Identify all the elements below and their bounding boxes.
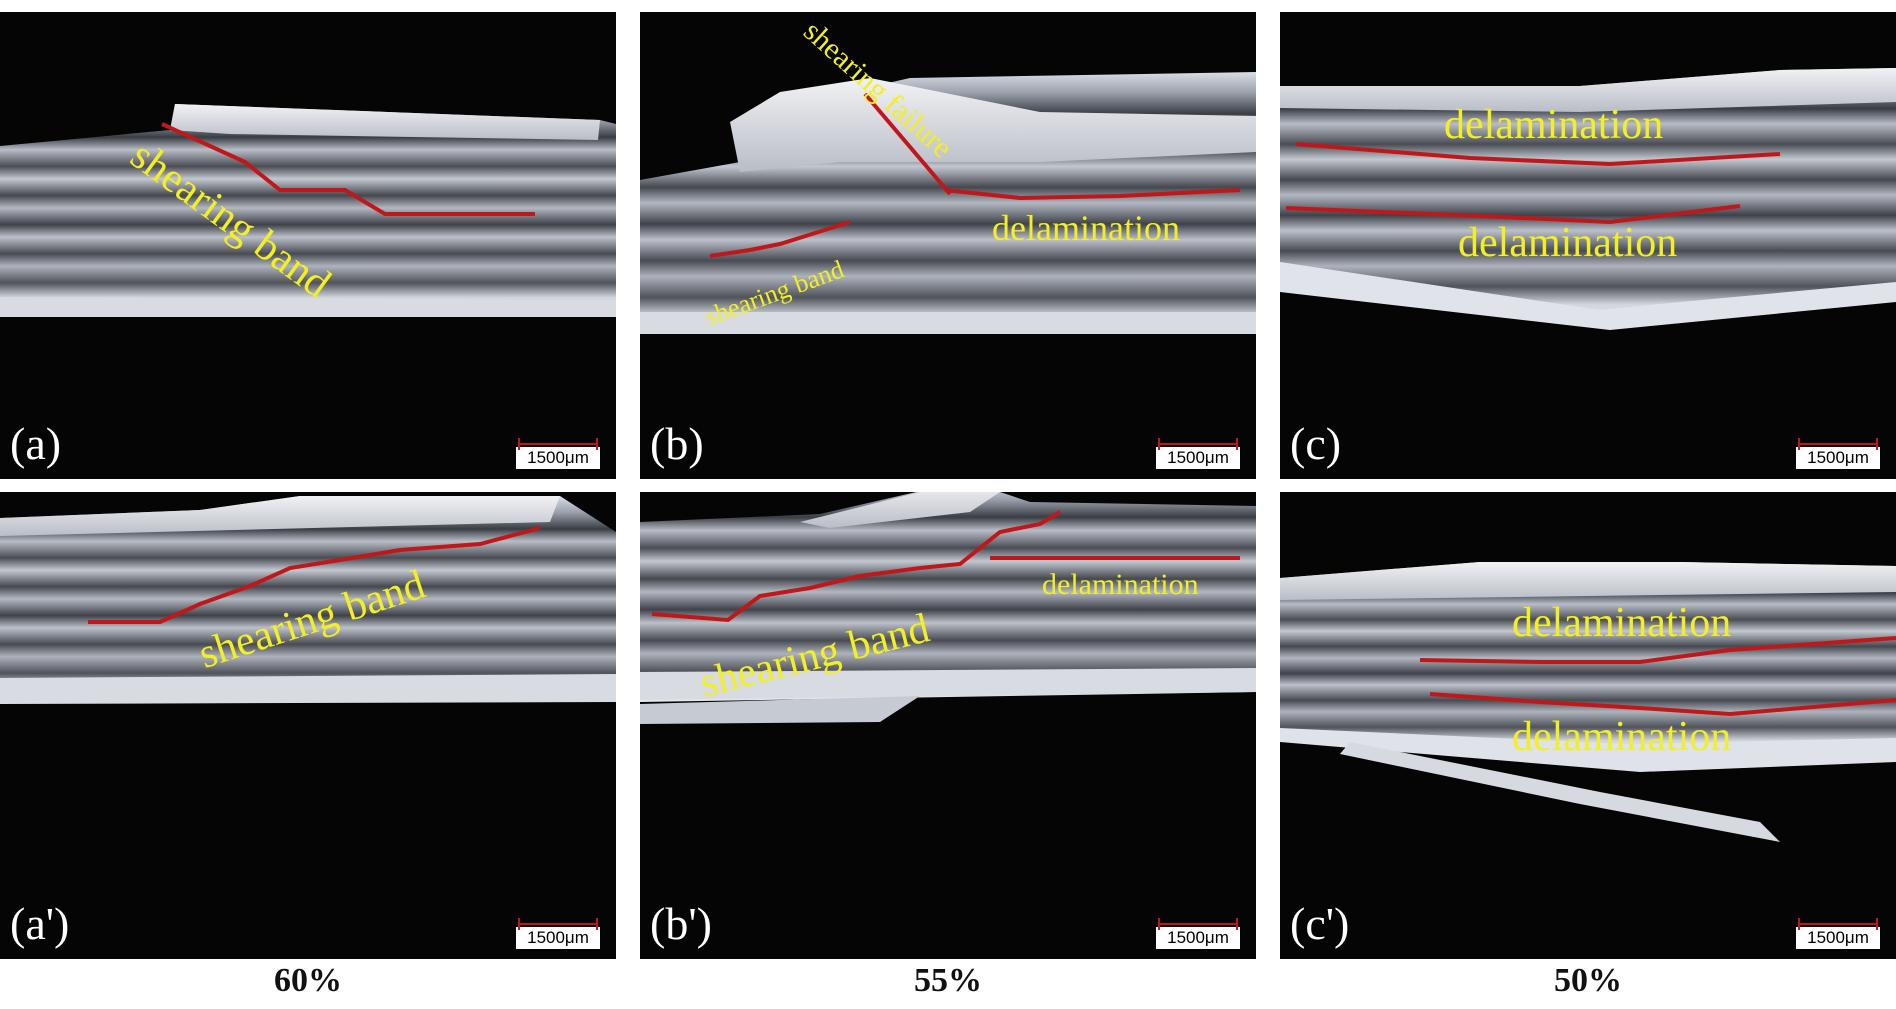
panel-label: (c') xyxy=(1290,898,1350,949)
column-caption-60: 60% xyxy=(274,962,342,999)
annotation-delamination: delamination xyxy=(992,208,1180,248)
annotation-delamination-lower: delamination xyxy=(1512,714,1732,760)
annotation-delamination-lower: delamination xyxy=(1458,220,1678,266)
panel-label: (b) xyxy=(650,418,704,469)
specimen-image-c-prime xyxy=(1280,562,1896,842)
panel-c-prime: delamination delamination (c') 1500μm xyxy=(1280,492,1896,959)
panel-label: (b') xyxy=(650,898,712,949)
scale-bar: 1500μm xyxy=(516,438,600,469)
annotation-delamination-upper: delamination xyxy=(1512,600,1732,646)
panel-c: delamination delamination (c) 1500μm xyxy=(1280,12,1896,479)
panel-a-prime: shearing band (a') 1500μm xyxy=(0,492,616,959)
specimen-image-c xyxy=(1280,68,1896,330)
scale-bar: 1500μm xyxy=(1156,918,1240,949)
column-caption-55: 55% xyxy=(914,962,982,999)
scale-bar: 1500μm xyxy=(1796,438,1880,469)
panel-label: (a) xyxy=(10,418,62,469)
scale-bar: 1500μm xyxy=(516,918,600,949)
panel-b-prime: shearing band delamination (b') 1500μm xyxy=(640,492,1256,959)
scale-bar: 1500μm xyxy=(1156,438,1240,469)
specimen-image-a-prime xyxy=(0,496,616,704)
panel-a: shearing band (a) 1500μm xyxy=(0,12,616,479)
column-caption-50: 50% xyxy=(1554,962,1622,999)
scale-bar: 1500μm xyxy=(1796,918,1880,949)
specimen-image-a xyxy=(0,104,616,317)
annotation-delamination: delamination xyxy=(1042,568,1199,601)
specimen-image-b xyxy=(640,72,1256,334)
panel-label: (c) xyxy=(1290,418,1342,469)
specimen-image-b-prime xyxy=(640,492,1256,724)
panel-label: (a') xyxy=(10,898,70,949)
annotation-delamination-upper: delamination xyxy=(1444,102,1664,148)
panel-b: shearing failure delamination shearing b… xyxy=(640,12,1256,479)
